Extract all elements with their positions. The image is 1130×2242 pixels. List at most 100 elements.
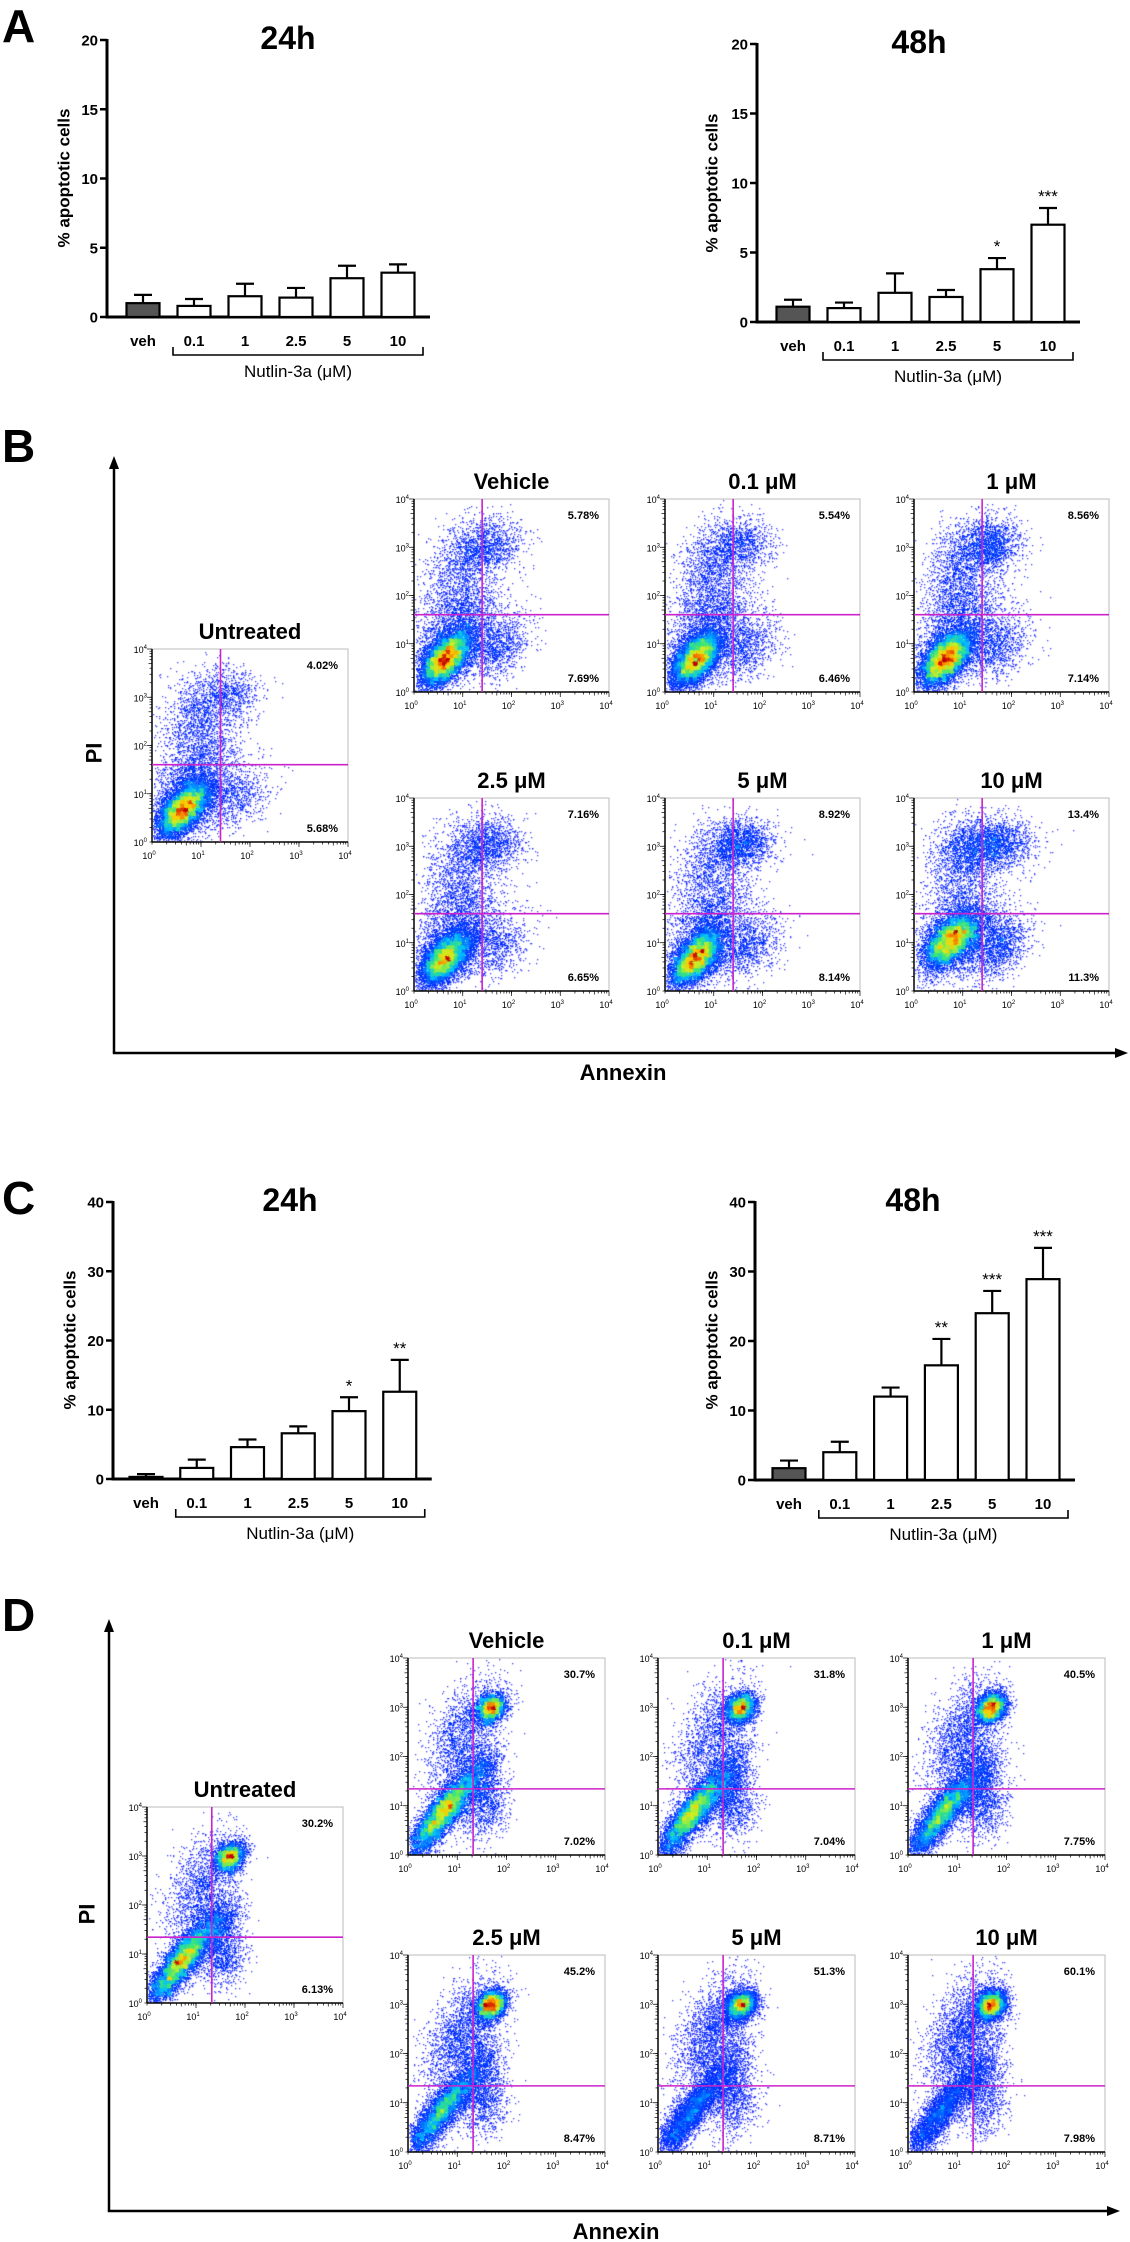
- x-tick-label: 101: [453, 701, 467, 711]
- y-axis-label: PI: [75, 1904, 100, 1925]
- y-tick-label: 104: [647, 794, 661, 804]
- y-axis-label: % apoptotic cells: [61, 1271, 80, 1410]
- y-tick-label: 10: [731, 176, 748, 193]
- x-tick-label: 100: [898, 1864, 912, 1874]
- y-tick-label: 100: [647, 688, 661, 698]
- flow-scatter-plot: [658, 1658, 855, 1855]
- flow-scatter-plot: [914, 499, 1109, 692]
- x-tick-label: 103: [1051, 1000, 1065, 1010]
- x-tick-label: 104: [333, 2012, 347, 2022]
- x-tick-label: 102: [497, 1864, 511, 1874]
- significance-marker: ***: [982, 1270, 1002, 1289]
- bar: [771, 1467, 807, 1482]
- x-tick-label: 104: [599, 701, 613, 711]
- y-tick-label: 102: [390, 1753, 404, 1763]
- x-tick-label: 100: [648, 2161, 662, 2171]
- y-tick-label: 101: [647, 939, 661, 949]
- significance-marker: **: [393, 1339, 407, 1358]
- y-tick-label: 103: [896, 543, 910, 553]
- x-tick-label: 2.5: [936, 338, 957, 355]
- plot-title: 2.5 μM: [477, 768, 545, 793]
- y-tick-label: 101: [890, 2099, 904, 2109]
- y-tick-label: 104: [640, 1951, 654, 1961]
- y-tick-label: 100: [647, 987, 661, 997]
- y-tick-label: 20: [729, 1334, 746, 1351]
- group-label: Nutlin-3a (μM): [244, 362, 352, 381]
- y-tick-label: 100: [890, 2148, 904, 2158]
- y-tick-label: 103: [890, 1703, 904, 1713]
- x-tick-label: 100: [898, 2161, 912, 2171]
- plot-title: Untreated: [194, 1777, 297, 1802]
- bar: [775, 305, 811, 324]
- x-tick-label: 2.5: [931, 1496, 952, 1513]
- bar: [229, 1446, 266, 1481]
- plot-frame: [407, 1657, 606, 1856]
- y-tick-label: 100: [390, 2148, 404, 2158]
- x-tick-label: 0.1: [184, 333, 205, 350]
- y-tick-label: 103: [396, 842, 410, 852]
- x-tick-label: 103: [802, 1000, 816, 1010]
- y-tick-label: 103: [647, 543, 661, 553]
- x-tick-label: 102: [997, 2161, 1011, 2171]
- y-tick-label: 100: [134, 838, 148, 848]
- y-tick-label: 20: [731, 37, 748, 54]
- y-tick-label: 0: [90, 310, 98, 327]
- x-tick-label: 102: [1002, 701, 1016, 711]
- x-tick-label: 104: [845, 2161, 859, 2171]
- plot-frame: [657, 1657, 856, 1856]
- lower-right-percentage: 6.65%: [568, 972, 599, 984]
- x-tick-label: 0.1: [829, 1496, 850, 1513]
- significance-marker: *: [346, 1376, 353, 1395]
- lower-right-percentage: 6.13%: [302, 1984, 333, 1996]
- plot-title: Untreated: [199, 619, 302, 644]
- x-tick-label: 10: [390, 333, 407, 350]
- x-tick-label: 2.5: [288, 1495, 309, 1512]
- y-tick-label: 102: [896, 891, 910, 901]
- flow-scatter-plot: [908, 1955, 1105, 2152]
- x-tick-label: 104: [338, 851, 352, 861]
- group-label: Nutlin-3a (μM): [894, 367, 1002, 386]
- x-tick-label: 1: [243, 1495, 251, 1512]
- y-tick-label: 100: [640, 2148, 654, 2158]
- x-tick-label: 102: [502, 701, 516, 711]
- upper-right-percentage: 51.3%: [814, 1966, 845, 1978]
- y-tick-label: 100: [396, 688, 410, 698]
- bar: [278, 296, 314, 319]
- x-tick-label: veh: [776, 1496, 802, 1513]
- x-tick-label: 101: [186, 2012, 200, 2022]
- bar: [380, 271, 416, 319]
- panel-label-c: C: [2, 1172, 35, 1224]
- x-tick-label: 101: [453, 1000, 467, 1010]
- y-tick-label: 0: [740, 315, 748, 332]
- y-tick-label: 100: [890, 1851, 904, 1861]
- y-tick-label: 15: [81, 102, 98, 119]
- y-tick-label: 40: [87, 1195, 104, 1212]
- bar: [872, 1395, 909, 1482]
- x-tick-label: 104: [1095, 2161, 1109, 2171]
- chart-title: 24h: [262, 1182, 317, 1218]
- y-tick-label: 104: [134, 645, 148, 655]
- bar: [979, 268, 1015, 324]
- lower-right-percentage: 7.75%: [1064, 1836, 1095, 1848]
- upper-right-percentage: 4.02%: [307, 660, 338, 672]
- x-tick-label: 104: [1099, 701, 1113, 711]
- y-tick-label: 102: [647, 592, 661, 602]
- y-tick-label: 10: [81, 171, 98, 188]
- bar: [826, 307, 862, 324]
- y-tick-label: 0: [96, 1472, 104, 1489]
- plot-frame: [146, 1806, 344, 2004]
- x-tick-label: 101: [948, 1864, 962, 1874]
- bar: [923, 1364, 960, 1482]
- x-tick-label: 101: [953, 701, 967, 711]
- plot-frame: [407, 1954, 606, 2153]
- panel-label-b: B: [2, 420, 35, 472]
- x-tick-label: 5: [343, 333, 351, 350]
- y-tick-label: 103: [647, 842, 661, 852]
- flow-scatter-plot: [147, 1807, 343, 2003]
- x-tick-label: 100: [142, 851, 156, 861]
- y-tick-label: 40: [729, 1195, 746, 1212]
- bar: [329, 277, 365, 319]
- y-tick-label: 100: [896, 987, 910, 997]
